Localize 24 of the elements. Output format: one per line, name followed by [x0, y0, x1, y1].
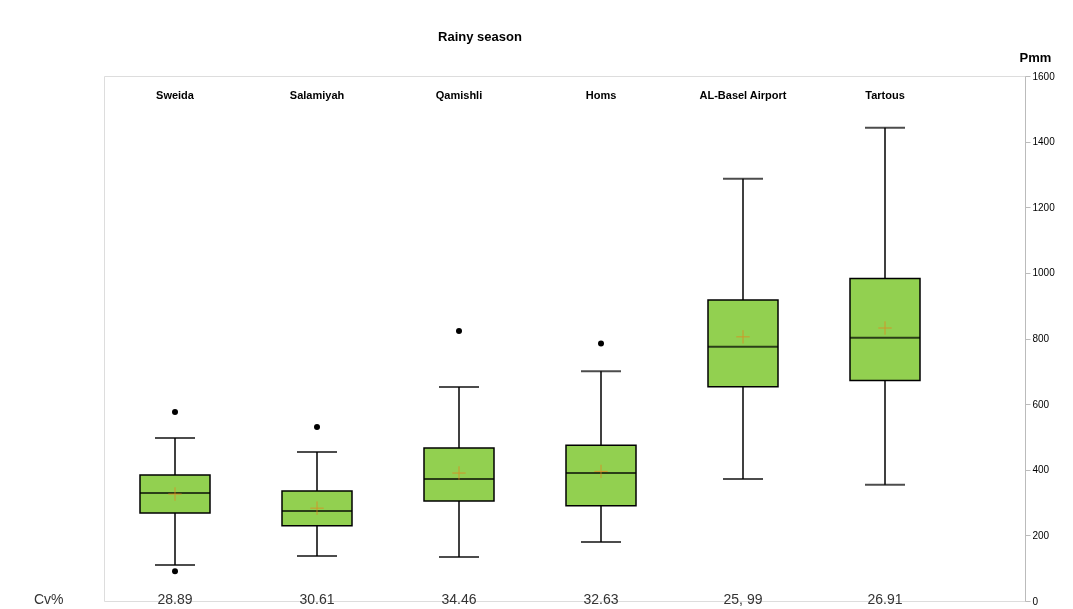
chart-title: Rainy season	[438, 29, 522, 44]
y-tick-label: 0	[1032, 595, 1039, 607]
x-tick-label: Sweida	[156, 88, 195, 101]
y-tick-label: 1600	[1032, 70, 1056, 82]
y-tick-label: 400	[1032, 464, 1050, 476]
annotation: 25, 99	[723, 591, 763, 607]
y-tick-label: 1400	[1032, 136, 1056, 148]
y-axis-title: Pmm	[1019, 49, 1052, 65]
annotation: 32.63	[583, 591, 619, 607]
y-tick-label: 1000	[1032, 267, 1056, 279]
y-tick-label: 1200	[1032, 201, 1056, 213]
annotation: 28.89	[157, 591, 193, 607]
x-tick-label: AL-Basel Airport	[699, 88, 787, 101]
text: Cv%	[34, 591, 64, 607]
annotation: 30.61	[299, 591, 335, 607]
x-tick-label: Homs	[585, 88, 617, 101]
y-tick-label: 600	[1032, 398, 1050, 410]
x-tick-label: Tartous	[865, 88, 905, 101]
y-tick-label: 200	[1032, 529, 1050, 541]
x-tick-label: Qamishli	[435, 88, 483, 101]
annotation: 34.46	[441, 591, 477, 607]
y-tick-label: 800	[1032, 333, 1050, 344]
x-tick-label: Salamiyah	[289, 88, 345, 101]
annotation: 26.91	[867, 591, 903, 607]
